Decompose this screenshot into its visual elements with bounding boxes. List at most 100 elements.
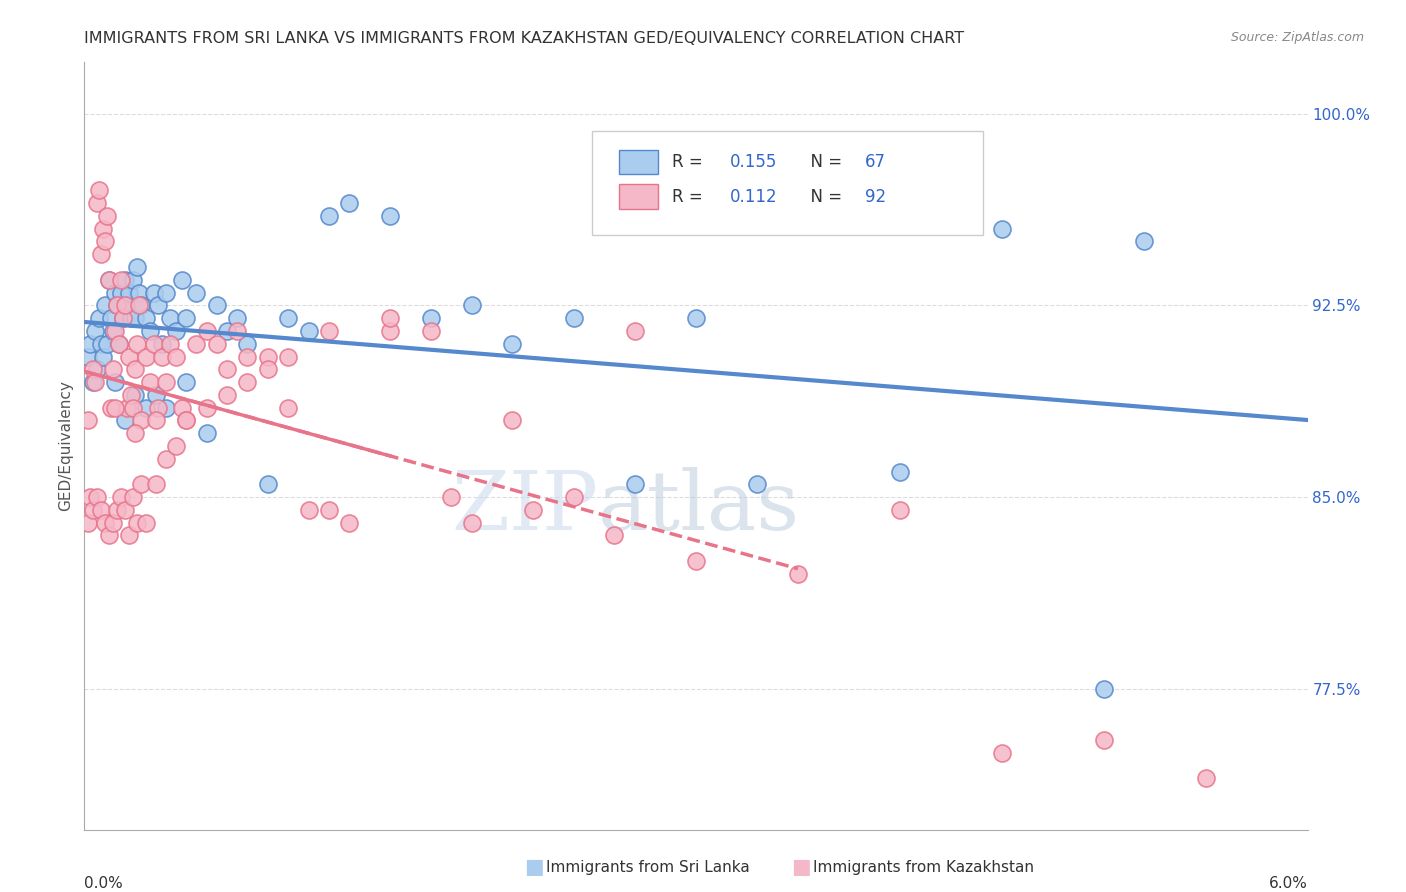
Text: Source: ZipAtlas.com: Source: ZipAtlas.com xyxy=(1230,31,1364,45)
Point xyxy=(118,285,141,300)
Point xyxy=(502,413,524,427)
Point xyxy=(118,350,141,364)
Point xyxy=(138,324,160,338)
Text: Immigrants from Kazakhstan: Immigrants from Kazakhstan xyxy=(813,860,1033,874)
Point xyxy=(97,273,120,287)
Point xyxy=(110,273,132,287)
Point xyxy=(174,413,197,427)
Point xyxy=(79,336,101,351)
Point xyxy=(1092,733,1115,747)
Point xyxy=(131,413,153,427)
Point xyxy=(120,388,142,402)
Point xyxy=(142,336,165,351)
Point xyxy=(217,362,239,376)
Point xyxy=(1195,772,1218,786)
Point xyxy=(889,465,911,479)
Point xyxy=(380,209,402,223)
Text: ■: ■ xyxy=(524,857,544,877)
Text: 92: 92 xyxy=(865,187,886,206)
Point xyxy=(146,298,169,312)
Point xyxy=(135,311,157,326)
Point xyxy=(502,336,524,351)
Point xyxy=(127,260,149,274)
Point xyxy=(91,350,114,364)
Point xyxy=(318,209,340,223)
Point xyxy=(122,273,145,287)
Point xyxy=(86,196,108,211)
Point xyxy=(115,401,138,415)
Point xyxy=(461,298,484,312)
Point xyxy=(114,503,136,517)
Point xyxy=(339,196,361,211)
Point xyxy=(138,375,160,389)
Point xyxy=(339,516,361,530)
Point xyxy=(104,285,127,300)
Point xyxy=(186,336,208,351)
Point xyxy=(226,324,249,338)
Text: 0.155: 0.155 xyxy=(730,153,778,171)
Point xyxy=(155,375,177,389)
Point xyxy=(205,298,228,312)
Point xyxy=(165,350,187,364)
Point xyxy=(127,336,149,351)
Point xyxy=(91,221,114,235)
Text: 0.0%: 0.0% xyxy=(84,876,124,890)
Point xyxy=(96,209,118,223)
Point xyxy=(236,350,259,364)
Point xyxy=(257,362,280,376)
Point xyxy=(226,311,249,326)
Point xyxy=(172,401,194,415)
Point xyxy=(440,490,463,504)
Point xyxy=(105,503,128,517)
Point xyxy=(131,298,153,312)
Point xyxy=(318,503,340,517)
Point xyxy=(83,324,105,338)
Point xyxy=(155,285,177,300)
Point xyxy=(174,413,197,427)
Point xyxy=(96,336,118,351)
Point xyxy=(135,401,157,415)
Point xyxy=(104,324,127,338)
Point xyxy=(93,298,115,312)
Point xyxy=(145,477,167,491)
Point xyxy=(205,336,228,351)
Point xyxy=(90,503,112,517)
Text: atlas: atlas xyxy=(598,467,800,548)
Point xyxy=(277,311,299,326)
Point xyxy=(101,324,124,338)
Point xyxy=(124,311,146,326)
Point xyxy=(87,183,110,197)
Point xyxy=(1133,235,1156,249)
Text: IMMIGRANTS FROM SRI LANKA VS IMMIGRANTS FROM KAZAKHSTAN GED/EQUIVALENCY CORRELAT: IMMIGRANTS FROM SRI LANKA VS IMMIGRANTS … xyxy=(84,31,965,46)
Point xyxy=(420,311,443,326)
Point xyxy=(165,324,187,338)
Point xyxy=(124,426,146,441)
Point xyxy=(195,401,218,415)
Point xyxy=(114,413,136,427)
Point xyxy=(77,516,100,530)
FancyBboxPatch shape xyxy=(619,150,658,175)
Point xyxy=(236,336,259,351)
Point xyxy=(108,336,131,351)
Point xyxy=(97,528,120,542)
Point xyxy=(277,350,299,364)
Text: ■: ■ xyxy=(792,857,811,877)
Point xyxy=(101,516,124,530)
Point xyxy=(174,311,197,326)
Point xyxy=(82,375,104,389)
Point xyxy=(142,285,165,300)
Point xyxy=(787,566,810,581)
Point xyxy=(124,388,146,402)
Point xyxy=(159,336,181,351)
Point xyxy=(83,375,105,389)
Point xyxy=(135,350,157,364)
Point xyxy=(97,273,120,287)
Point xyxy=(77,350,100,364)
Point xyxy=(150,336,173,351)
Point xyxy=(82,362,104,376)
Point xyxy=(105,298,128,312)
Point xyxy=(90,247,112,261)
Point xyxy=(135,516,157,530)
Point xyxy=(86,362,108,376)
Point xyxy=(522,503,544,517)
